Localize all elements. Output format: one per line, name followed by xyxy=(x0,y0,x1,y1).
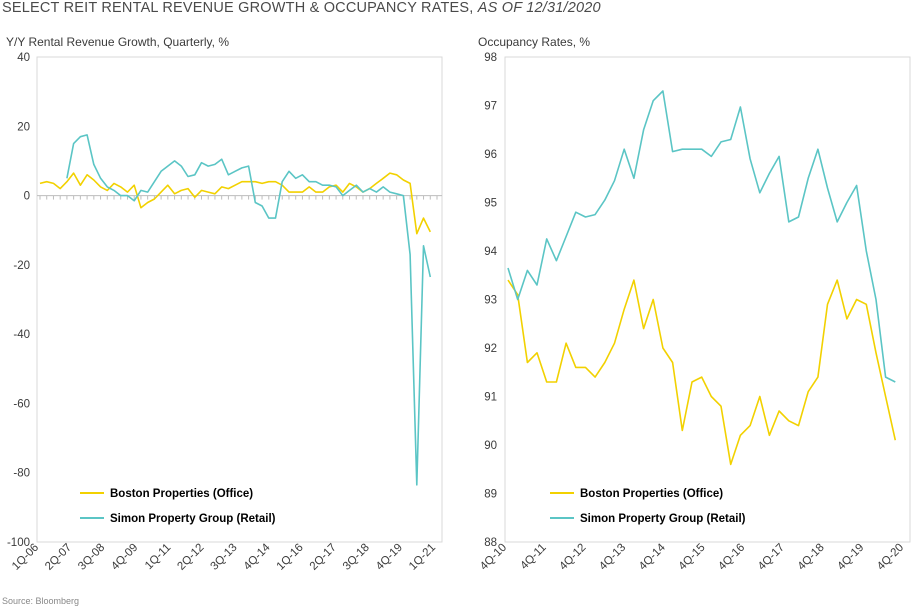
x-tick-label: 4Q-19 xyxy=(835,542,866,573)
x-tick-label: 4Q-09 xyxy=(109,542,140,573)
y-tick-label: 0 xyxy=(24,191,30,203)
page-title: SELECT REIT RENTAL REVENUE GROWTH & OCCU… xyxy=(2,0,601,16)
legend-label-boston: Boston Properties (Office) xyxy=(580,488,723,500)
y-tick-labels: 98 97 96 95 94 93 92 91 90 89 88 xyxy=(484,52,497,549)
y-tick-label: -100 xyxy=(7,537,30,549)
title-main: SELECT REIT RENTAL REVENUE GROWTH & OCCU… xyxy=(2,0,474,16)
y-tick-label: 98 xyxy=(484,52,497,64)
y-axis-title: Y/Y Rental Revenue Growth, Quarterly, % xyxy=(6,35,229,49)
y-tick-label: 90 xyxy=(484,440,497,452)
x-tick-label: 4Q-20 xyxy=(875,542,906,573)
x-tick-label: 1Q-16 xyxy=(275,542,306,573)
y-tick-label: -60 xyxy=(13,398,30,410)
x-tick-label: 1Q-11 xyxy=(143,542,173,572)
x-tick-label: 4Q-16 xyxy=(716,542,747,573)
x-tick-label: 4Q-14 xyxy=(637,541,669,573)
y-tick-label: 94 xyxy=(484,246,497,258)
y-tick-label: 95 xyxy=(484,198,497,210)
x-tick-label: 2Q-12 xyxy=(175,542,206,573)
y-tick-label: 89 xyxy=(484,489,497,501)
y-tick-label: 97 xyxy=(484,101,497,113)
y-tick-label: 20 xyxy=(17,121,30,133)
x-tick-label: 1Q-21 xyxy=(407,542,438,573)
rental-revenue-chart: Y/Y Rental Revenue Growth, Quarterly, % … xyxy=(6,35,443,573)
x-tick-label: 4Q-12 xyxy=(557,542,588,573)
zero-line-ticks xyxy=(37,195,442,200)
series-lines xyxy=(39,134,432,486)
legend-label-boston: Boston Properties (Office) xyxy=(110,488,253,500)
x-tick-label: 4Q-15 xyxy=(677,542,708,573)
x-tick-label: 3Q-13 xyxy=(209,542,240,573)
series-lines xyxy=(507,90,897,466)
y-tick-label: 88 xyxy=(484,537,497,549)
x-tick-label: 4Q-19 xyxy=(374,542,405,573)
x-tick-label: 4Q-18 xyxy=(796,542,827,573)
y-tick-label: 92 xyxy=(484,343,497,355)
y-tick-label: 40 xyxy=(17,52,30,64)
series-line-boston xyxy=(507,279,897,466)
x-tick-labels: 1Q-06 2Q-07 3Q-08 4Q-09 1Q-11 2Q-12 3Q-13 4Q-14… xyxy=(10,541,438,573)
legend: Boston Properties (Office) Simon Propert… xyxy=(80,488,276,525)
y-tick-label: -40 xyxy=(13,329,30,341)
series-line-boston xyxy=(39,172,432,235)
y-tick-label: 96 xyxy=(484,149,497,161)
x-tick-label: 4Q-11 xyxy=(518,542,548,572)
legend-label-simon: Simon Property Group (Retail) xyxy=(110,513,276,525)
title-date: AS OF 12/31/2020 xyxy=(477,0,601,16)
y-tick-label: -20 xyxy=(13,260,30,272)
legend-label-simon: Simon Property Group (Retail) xyxy=(580,513,746,525)
x-tick-label: 4Q-13 xyxy=(597,542,628,573)
y-tick-label: 93 xyxy=(484,295,497,307)
y-tick-label: -80 xyxy=(13,468,30,480)
x-tick-label: 3Q-18 xyxy=(341,542,372,573)
source-note: Source: Bloomberg xyxy=(2,596,80,606)
x-tick-label: 3Q-08 xyxy=(76,542,107,573)
x-tick-labels: 4Q-10 4Q-11 4Q-12 4Q-13 4Q-14 4Q-15 4Q-16 4Q-17… xyxy=(478,541,906,573)
series-line-simon xyxy=(507,90,896,383)
x-tick-label: 4Q-14 xyxy=(242,541,274,573)
occupancy-chart: Occupancy Rates, % 98 97 96 95 94 93 92 91 90 89 8… xyxy=(478,35,911,573)
plot-frame xyxy=(504,56,911,543)
plot-frame xyxy=(36,56,443,543)
y-tick-labels: 40 20 0 -20 -40 -60 -80 -100 xyxy=(7,52,30,549)
x-tick-label: 2Q-17 xyxy=(308,542,339,573)
x-tick-label: 2Q-07 xyxy=(43,542,74,573)
legend: Boston Properties (Office) Simon Propert… xyxy=(550,488,746,525)
series-line-simon xyxy=(66,134,432,486)
y-axis-title: Occupancy Rates, % xyxy=(478,35,590,49)
x-tick-label: 4Q-17 xyxy=(756,542,787,573)
y-tick-label: 91 xyxy=(484,392,497,404)
